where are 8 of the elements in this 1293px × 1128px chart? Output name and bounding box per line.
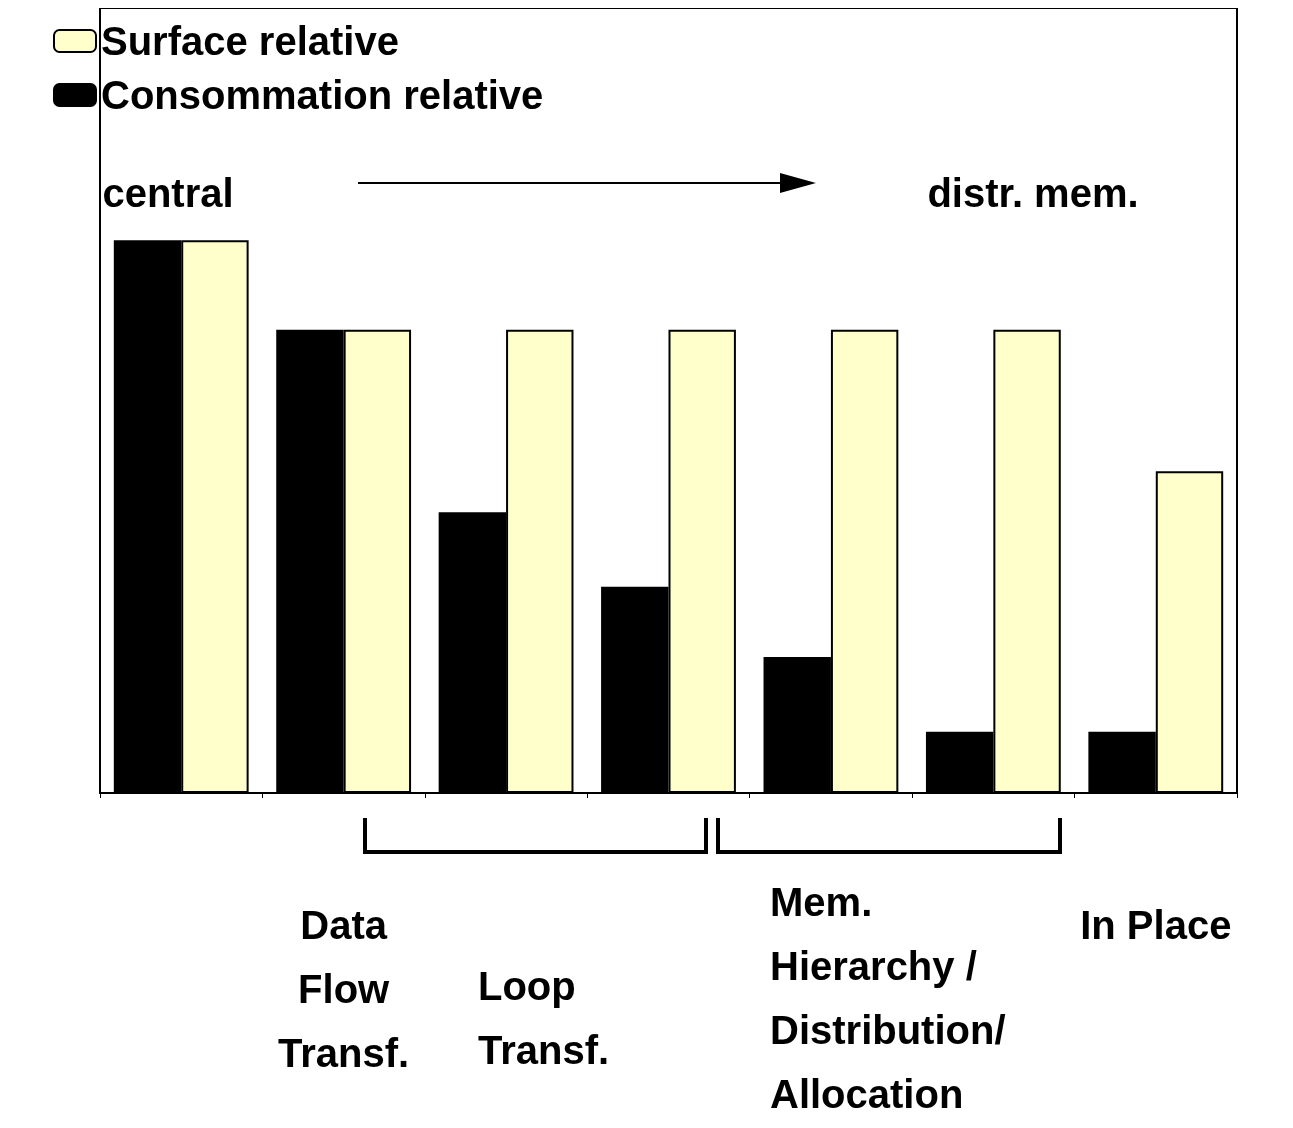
legend-label: Consommation relative (101, 73, 544, 117)
text: distr. mem. (927, 171, 1139, 215)
text: Loop Transf. (478, 964, 610, 1072)
text: Mem. Hierarchy / Distribution/ Allocation (770, 880, 1006, 1116)
text: central (102, 171, 234, 215)
legend-label: Surface relative (101, 19, 399, 63)
x-tick-label: In Place (1080, 903, 1232, 947)
x-tick-label: Data Flow Transf. (278, 903, 410, 1075)
